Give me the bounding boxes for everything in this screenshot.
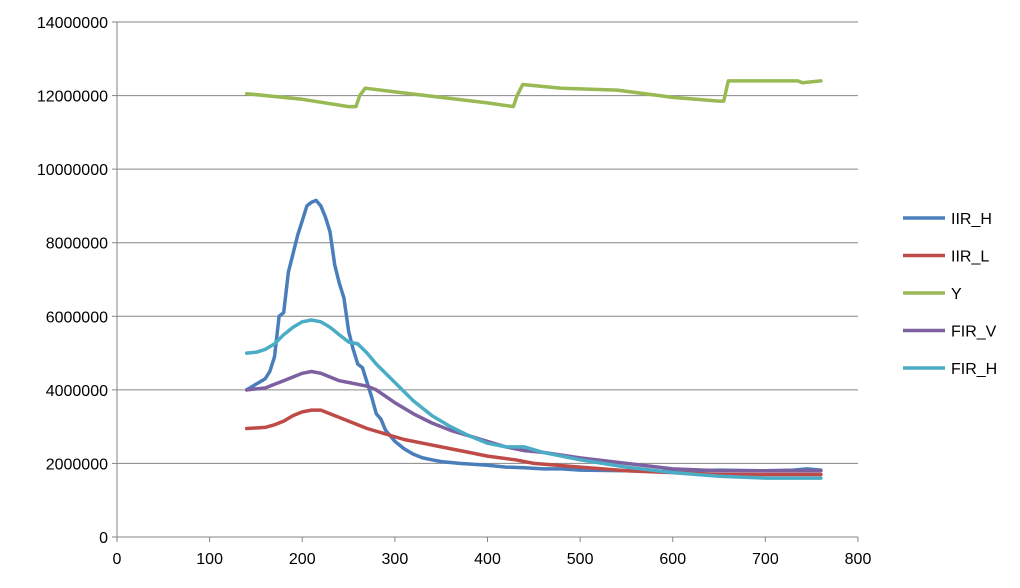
legend-label-fir-h: FIR_H (951, 361, 997, 378)
x-tick-label-7: 700 (752, 551, 779, 568)
y-tick-label-7: 14000000 (37, 15, 108, 32)
y-tick-label-2: 4000000 (46, 383, 108, 400)
x-tick-label-6: 600 (659, 551, 686, 568)
y-tick-label-6: 12000000 (37, 89, 108, 106)
y-tick-label-5: 10000000 (37, 162, 108, 179)
axes: 0 2000000 4000000 6000000 8000000 10000000 120… (37, 15, 872, 568)
series-line-y (244, 79, 823, 109)
legend: IIR_H IIR_L Y FIR_V FIR_H (903, 211, 997, 378)
series-lines (244, 79, 823, 480)
x-tick-label-1: 100 (196, 551, 223, 568)
series-line-iir-h (244, 198, 823, 474)
x-tick-label-0: 0 (113, 551, 122, 568)
gridlines (117, 21, 858, 464)
legend-label-fir-v: FIR_V (951, 324, 997, 341)
y-tick-label-1: 2000000 (46, 456, 108, 473)
x-tick-label-8: 800 (845, 551, 872, 568)
x-tick-label-5: 500 (567, 551, 594, 568)
y-tick-label-4: 8000000 (46, 236, 108, 253)
legend-label-iir-h: IIR_H (951, 211, 992, 228)
x-tick-label-3: 300 (382, 551, 409, 568)
legend-label-y: Y (951, 286, 962, 303)
x-tick-label-2: 200 (289, 551, 316, 568)
series-line-fir-v (244, 369, 823, 473)
series-line-iir-l (244, 408, 823, 477)
y-tick-label-0: 0 (99, 530, 108, 547)
series-line-fir-h (244, 318, 823, 480)
legend-label-iir-l: IIR_L (951, 249, 989, 266)
y-tick-label-3: 6000000 (46, 309, 108, 326)
x-tick-label-4: 400 (474, 551, 501, 568)
